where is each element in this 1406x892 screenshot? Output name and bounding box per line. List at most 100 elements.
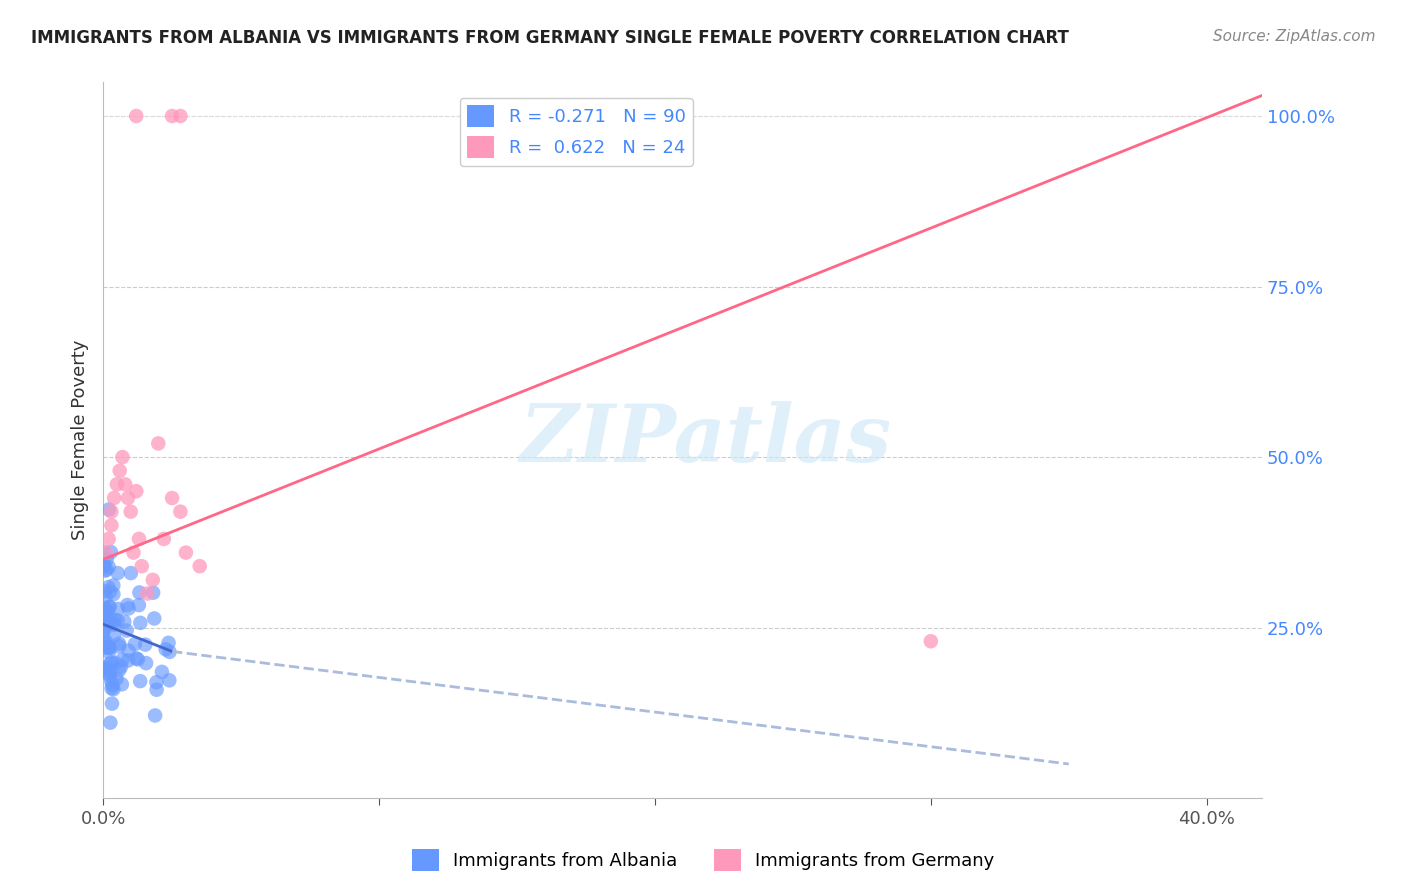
Point: [127, 652, 149, 666]
Point: [145, 682, 167, 697]
Point: [100, 681, 122, 696]
Point: [142, 573, 165, 587]
Point: [97, 532, 120, 546]
Point: [120, 505, 142, 519]
Point: [108, 464, 131, 478]
Point: [143, 708, 166, 723]
Point: [131, 559, 153, 574]
Point: [120, 566, 142, 580]
Point: [98, 715, 121, 730]
Point: [96, 563, 118, 577]
Point: [98, 645, 121, 659]
Point: [136, 586, 159, 600]
Point: [98, 584, 121, 599]
Point: [103, 587, 125, 601]
Point: [98, 640, 121, 655]
Point: [129, 674, 152, 689]
Point: [143, 611, 166, 625]
Point: [112, 615, 135, 629]
Point: [107, 566, 129, 581]
Point: [117, 601, 139, 615]
Point: [159, 645, 181, 659]
Point: [153, 532, 176, 546]
Point: [124, 637, 146, 651]
Text: IMMIGRANTS FROM ALBANIA VS IMMIGRANTS FROM GERMANY SINGLE FEMALE POVERTY CORRELA: IMMIGRANTS FROM ALBANIA VS IMMIGRANTS FR…: [31, 29, 1069, 46]
Point: [100, 518, 122, 533]
Point: [93, 624, 115, 638]
Point: [115, 624, 138, 638]
Point: [169, 505, 191, 519]
Point: [108, 663, 131, 677]
Point: [93, 661, 115, 675]
Point: [108, 637, 131, 651]
Point: [93, 640, 115, 655]
Point: [94, 545, 117, 559]
Text: ZIPatlas: ZIPatlas: [520, 401, 891, 479]
Point: [125, 109, 148, 123]
Point: [97, 560, 120, 574]
Text: Source: ZipAtlas.com: Source: ZipAtlas.com: [1212, 29, 1375, 44]
Point: [117, 598, 139, 612]
Point: [94, 601, 117, 615]
Point: [128, 532, 150, 546]
Point: [98, 599, 121, 614]
Point: [94, 637, 117, 651]
Point: [157, 673, 180, 688]
Point: [100, 616, 122, 631]
Point: [117, 491, 139, 505]
Point: [107, 614, 129, 628]
Point: [104, 657, 127, 671]
Point: [100, 674, 122, 689]
Point: [101, 697, 124, 711]
Point: [117, 654, 139, 668]
Legend: Immigrants from Albania, Immigrants from Germany: Immigrants from Albania, Immigrants from…: [405, 842, 1001, 879]
Point: [160, 109, 183, 123]
Point: [96, 665, 118, 680]
Point: [93, 622, 115, 636]
Point: [101, 678, 124, 692]
Point: [96, 640, 118, 655]
Point: [96, 636, 118, 650]
Point: [100, 545, 122, 559]
Point: [111, 653, 134, 667]
Point: [150, 665, 173, 679]
Point: [169, 109, 191, 123]
Point: [134, 638, 156, 652]
Point: [96, 661, 118, 675]
Y-axis label: Single Female Poverty: Single Female Poverty: [72, 340, 89, 541]
Point: [94, 602, 117, 616]
Point: [100, 612, 122, 626]
Legend: R = -0.271   N = 90, R =  0.622   N = 24: R = -0.271 N = 90, R = 0.622 N = 24: [460, 98, 693, 166]
Point: [98, 669, 121, 683]
Point: [93, 559, 115, 574]
Point: [148, 436, 170, 450]
Point: [97, 580, 120, 594]
Point: [125, 651, 148, 665]
Point: [135, 656, 157, 670]
Point: [93, 584, 115, 599]
Point: [93, 662, 115, 676]
Point: [93, 557, 115, 571]
Point: [97, 615, 120, 630]
Point: [125, 484, 148, 499]
Point: [110, 659, 132, 673]
Point: [108, 639, 131, 653]
Point: [145, 675, 167, 690]
Point: [103, 682, 125, 697]
Point: [128, 585, 150, 599]
Point: [117, 643, 139, 657]
Point: [142, 585, 165, 599]
Point: [93, 545, 115, 559]
Point: [98, 657, 121, 671]
Point: [93, 632, 115, 647]
Point: [114, 477, 136, 491]
Point: [103, 491, 125, 505]
Point: [105, 672, 128, 686]
Point: [103, 628, 125, 642]
Point: [160, 491, 183, 505]
Point: [98, 599, 121, 614]
Point: [129, 615, 152, 630]
Point: [103, 613, 125, 627]
Point: [103, 618, 125, 632]
Point: [128, 598, 150, 612]
